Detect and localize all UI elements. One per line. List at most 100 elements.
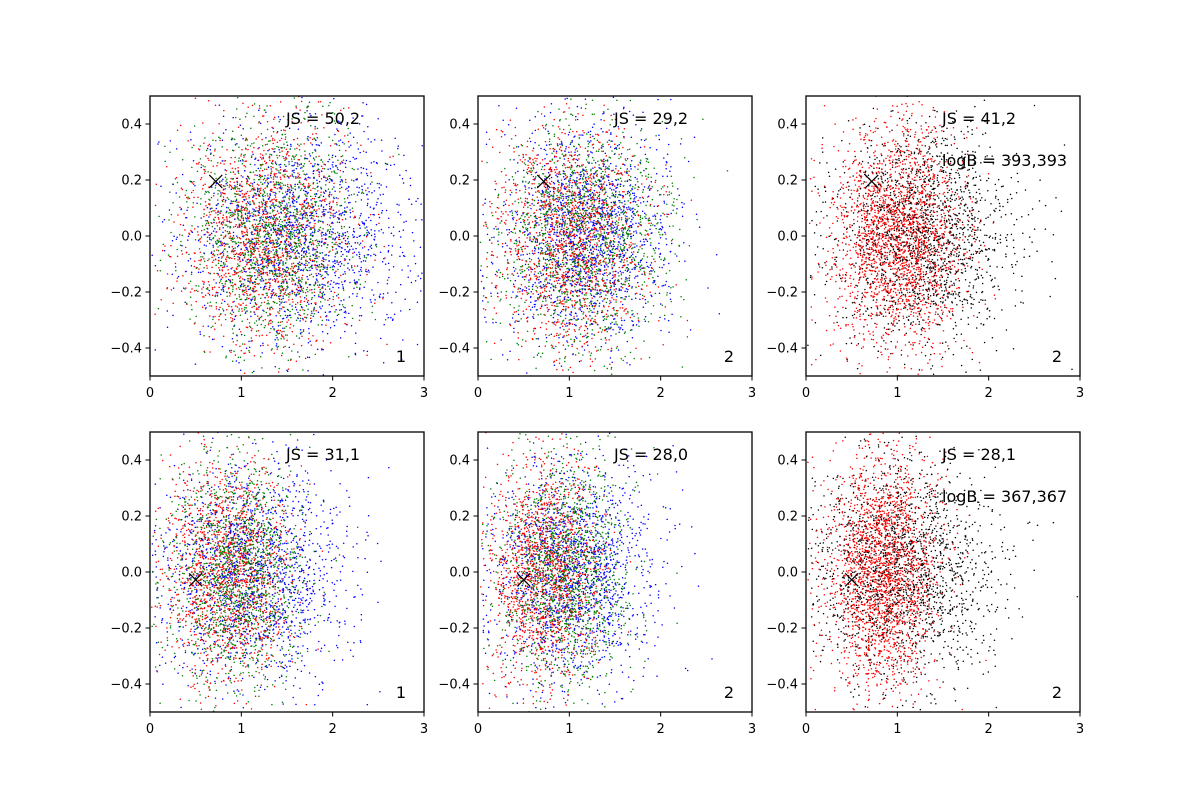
data-point bbox=[296, 183, 299, 186]
data-point bbox=[254, 313, 256, 315]
data-point bbox=[319, 316, 322, 318]
data-point bbox=[279, 229, 281, 232]
data-point bbox=[235, 208, 238, 211]
data-point bbox=[296, 235, 298, 237]
data-point bbox=[304, 240, 307, 243]
data-point bbox=[265, 278, 267, 281]
data-point bbox=[289, 323, 292, 326]
data-point bbox=[568, 322, 570, 324]
data-point bbox=[226, 178, 228, 180]
data-point bbox=[259, 176, 262, 179]
data-point bbox=[278, 172, 280, 174]
data-point bbox=[281, 252, 284, 254]
data-point bbox=[309, 184, 311, 187]
data-point bbox=[263, 265, 266, 268]
data-point bbox=[202, 270, 204, 273]
data-point bbox=[277, 227, 279, 230]
data-point bbox=[256, 183, 259, 186]
data-point bbox=[265, 311, 268, 314]
data-point bbox=[646, 200, 649, 203]
data-point bbox=[285, 235, 287, 237]
data-point bbox=[356, 236, 358, 239]
data-point bbox=[292, 249, 295, 251]
data-point bbox=[219, 306, 221, 309]
data-point bbox=[568, 319, 570, 321]
data-point bbox=[276, 275, 278, 277]
data-point bbox=[312, 217, 314, 220]
data-point bbox=[588, 276, 590, 278]
data-point bbox=[289, 247, 292, 250]
data-point bbox=[528, 257, 531, 260]
data-point bbox=[549, 214, 552, 217]
data-point bbox=[299, 264, 302, 267]
data-point bbox=[220, 278, 222, 281]
data-point bbox=[339, 204, 341, 207]
data-point bbox=[269, 153, 271, 156]
data-point bbox=[233, 325, 235, 327]
data-point bbox=[231, 238, 234, 240]
data-point bbox=[384, 319, 387, 321]
data-point bbox=[244, 291, 246, 294]
data-point bbox=[205, 204, 207, 207]
data-point bbox=[557, 257, 560, 259]
data-point bbox=[262, 213, 264, 216]
data-point bbox=[189, 318, 191, 320]
data-point bbox=[218, 256, 220, 259]
data-point bbox=[321, 199, 324, 201]
data-point bbox=[277, 116, 280, 118]
data-point bbox=[217, 241, 220, 244]
data-point bbox=[270, 170, 273, 172]
data-point bbox=[314, 128, 316, 130]
data-point bbox=[264, 226, 267, 229]
data-point bbox=[414, 262, 417, 265]
data-point bbox=[336, 314, 339, 317]
data-point bbox=[225, 258, 227, 260]
data-point bbox=[639, 267, 641, 269]
data-point bbox=[269, 240, 271, 243]
data-point bbox=[246, 207, 248, 210]
data-point bbox=[244, 298, 247, 301]
data-point bbox=[405, 220, 407, 223]
data-point bbox=[308, 160, 311, 162]
data-point bbox=[344, 258, 347, 260]
data-point bbox=[231, 308, 234, 311]
data-point bbox=[318, 196, 321, 199]
data-point bbox=[290, 145, 292, 147]
data-point bbox=[214, 104, 217, 106]
data-point bbox=[588, 226, 590, 229]
data-point bbox=[319, 288, 321, 291]
data-point bbox=[207, 203, 210, 205]
data-point bbox=[582, 297, 584, 300]
data-point bbox=[286, 224, 289, 226]
data-point bbox=[280, 129, 283, 132]
data-point bbox=[298, 229, 301, 232]
data-point bbox=[288, 155, 290, 157]
data-point bbox=[249, 201, 251, 203]
data-point bbox=[367, 254, 370, 256]
data-point bbox=[212, 318, 214, 321]
data-point bbox=[367, 231, 370, 233]
data-point bbox=[292, 195, 294, 198]
data-point bbox=[373, 214, 375, 216]
data-point bbox=[283, 330, 285, 333]
data-point bbox=[521, 339, 524, 341]
data-point bbox=[236, 185, 238, 188]
data-point bbox=[250, 127, 252, 130]
data-point bbox=[209, 153, 212, 156]
data-point bbox=[226, 265, 228, 268]
data-point bbox=[285, 153, 288, 156]
data-point bbox=[516, 259, 518, 261]
data-point bbox=[261, 175, 264, 177]
data-point bbox=[361, 297, 364, 299]
data-point bbox=[291, 289, 293, 292]
data-point bbox=[248, 177, 251, 180]
data-point bbox=[269, 206, 271, 208]
data-point bbox=[285, 165, 287, 167]
data-point bbox=[224, 187, 227, 190]
data-point bbox=[272, 148, 274, 150]
data-point bbox=[263, 301, 266, 304]
data-point bbox=[306, 158, 309, 160]
data-point bbox=[272, 166, 274, 169]
data-point bbox=[279, 260, 281, 262]
data-point bbox=[256, 276, 259, 278]
